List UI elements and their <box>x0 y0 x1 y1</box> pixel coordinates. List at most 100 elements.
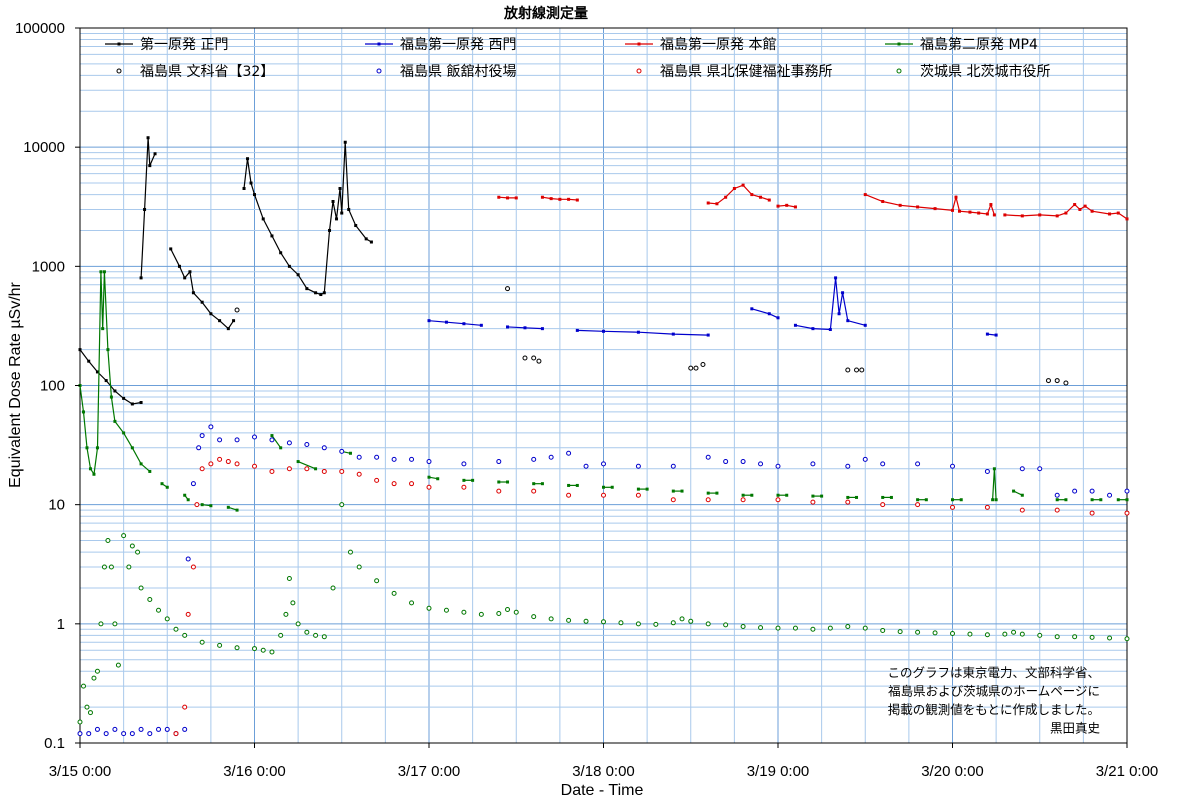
data-point <box>1072 634 1078 640</box>
data-point <box>296 460 300 464</box>
data-point <box>610 485 614 489</box>
data-point <box>898 203 902 207</box>
data-point <box>688 365 694 371</box>
data-point <box>226 327 230 331</box>
data-point <box>506 325 510 329</box>
data-point <box>321 445 327 451</box>
data-point <box>1124 510 1130 516</box>
data-point <box>793 205 797 209</box>
data-point <box>583 463 589 469</box>
data-point <box>121 533 127 539</box>
data-point <box>513 609 519 615</box>
data-point <box>889 495 893 499</box>
data-point <box>566 617 572 623</box>
data-point <box>374 454 380 460</box>
data-point <box>232 319 236 323</box>
data-point <box>369 240 373 244</box>
data-point <box>1073 203 1077 207</box>
data-point <box>602 485 605 489</box>
data-point <box>252 463 257 469</box>
legend-swatch-marker <box>117 42 121 46</box>
data-point <box>854 367 860 373</box>
data-point <box>436 477 440 481</box>
y-tick-label: 1000 <box>32 258 65 275</box>
data-point <box>270 234 274 238</box>
data-point <box>968 210 972 214</box>
data-point <box>1124 636 1130 642</box>
data-point <box>531 614 537 620</box>
data-point <box>567 197 571 201</box>
data-point <box>601 492 606 498</box>
data-point <box>924 498 928 502</box>
data-point <box>208 461 214 467</box>
data-point <box>785 493 789 497</box>
data-point <box>339 468 345 474</box>
data-point <box>775 497 781 503</box>
data-point <box>200 503 204 507</box>
data-point <box>182 704 188 710</box>
data-point <box>863 193 867 197</box>
data-point <box>190 481 196 487</box>
data-point <box>234 645 240 651</box>
note-line: このグラフは東京電力、文部科学省、 <box>887 665 1100 680</box>
data-point <box>112 726 118 732</box>
data-point <box>845 623 851 629</box>
data-point <box>506 480 510 484</box>
data-point <box>497 195 501 199</box>
legend-item: 福島県 飯舘村役場 <box>376 63 516 80</box>
legend-label: 第一原発 正門 <box>140 36 228 53</box>
data-point <box>705 454 711 460</box>
data-point <box>461 484 467 490</box>
data-point <box>113 419 117 423</box>
data-point <box>242 186 246 190</box>
data-point <box>191 291 195 295</box>
data-point <box>602 329 605 333</box>
data-point <box>217 642 223 648</box>
data-point <box>253 193 256 197</box>
y-tick-label: 1 <box>57 616 65 633</box>
data-point <box>688 618 694 624</box>
y-tick-label: 100 <box>40 378 65 395</box>
data-point <box>209 504 213 508</box>
chart-title: 放射線測定量 <box>503 5 588 22</box>
data-point <box>1063 380 1069 386</box>
data-point <box>113 389 117 393</box>
data-point <box>340 211 344 215</box>
data-point <box>147 731 153 737</box>
data-point <box>767 198 771 202</box>
data-point <box>314 291 318 295</box>
data-point <box>837 312 841 316</box>
data-point <box>252 434 257 440</box>
series-0 <box>78 136 373 406</box>
data-point <box>1054 507 1060 513</box>
data-point <box>283 611 289 617</box>
data-point <box>1019 466 1025 472</box>
data-point <box>130 402 134 406</box>
data-point <box>269 437 275 443</box>
data-point <box>356 471 362 477</box>
legend-item: 茨城県 北茨城市役所 <box>896 63 1050 80</box>
data-point <box>750 307 754 311</box>
data-point <box>775 463 781 469</box>
data-point <box>77 731 83 737</box>
series-line <box>795 277 866 331</box>
data-point <box>328 228 332 232</box>
data-point <box>1054 492 1060 498</box>
data-point <box>740 459 746 465</box>
data-point <box>496 459 502 465</box>
data-point <box>984 504 990 510</box>
data-point <box>339 448 345 454</box>
data-point <box>1107 635 1113 641</box>
x-tick-label: 3/17 0:00 <box>398 763 461 780</box>
data-point <box>286 466 292 472</box>
data-point <box>104 379 108 383</box>
data-point <box>706 201 710 205</box>
data-point <box>426 605 432 611</box>
data-point <box>279 446 283 450</box>
data-point <box>792 625 798 631</box>
x-tick-label: 3/18 0:00 <box>572 763 635 780</box>
data-point <box>217 456 223 462</box>
series-layer <box>77 136 1130 737</box>
legend-label: 福島第一原発 西門 <box>400 36 516 53</box>
data-point <box>540 195 544 199</box>
